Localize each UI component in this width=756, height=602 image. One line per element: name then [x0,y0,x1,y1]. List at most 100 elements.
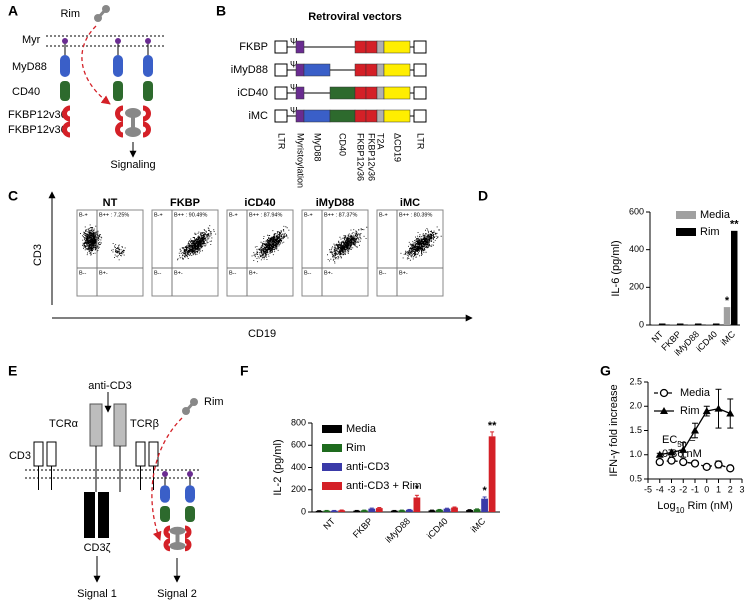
quadrant-label: B-+ [229,212,238,218]
cd3-zeta [98,492,109,538]
legend-label: anti-CD3 + Rim [346,480,422,492]
annotation-part: = [686,434,695,446]
event-dots [177,225,217,261]
element-label: LTR [277,133,287,150]
cd40-domain [160,506,170,522]
bar [473,509,481,512]
signal-label: Signal 2 [157,588,197,600]
vector-element [295,40,305,54]
vector-element [365,63,378,77]
fkbp-domain [184,538,192,552]
myd88-domain [60,55,70,77]
marker [655,457,664,467]
legend-swatch [322,463,342,471]
cd40-domain [185,506,195,522]
vector-element [376,63,385,77]
cd3z-label: CD3ζ [84,542,111,554]
fkbp-domain [62,105,71,122]
construct-label: iMC [248,110,268,122]
event-dots [327,226,368,264]
vector-element [329,86,356,100]
rim-icon [182,407,190,415]
significance: * [415,483,420,495]
rim-dimer [131,113,135,132]
quadrant-label: B-- [79,270,87,276]
fkbp-domain [142,105,151,122]
x-tick-label: iMC [469,516,488,535]
plot-frame [301,209,369,297]
vector-element [354,40,367,54]
myristoylation [62,38,68,44]
x-tick-label: 0 [704,484,709,494]
marker [726,409,735,417]
event-dots [80,224,126,261]
y-tick-label: 0.5 [629,473,642,483]
x-tick-label: iMC [719,329,738,348]
quadrant-label: B++ : 87.94% [249,212,282,218]
vector-element [383,109,411,123]
x-tick-label: FKBP [351,516,375,540]
signal-label: Signal 1 [77,588,117,600]
vector-element [295,86,305,100]
ltr-box [274,40,288,54]
bar [428,510,436,512]
tcr-label: TCRα [49,418,79,430]
stimulus-label: anti-CD3 [88,380,131,392]
panel-letter: E [8,363,17,379]
marker [691,426,699,434]
y-tick-label: 1.0 [629,449,642,459]
tcr-label: TCRβ [130,418,159,430]
bar [398,510,406,512]
psi-label: Ψ [290,59,298,69]
marker [679,457,688,467]
myd88-domain [113,55,123,77]
quadrant-label: B-+ [79,212,88,218]
vector-element [303,109,331,123]
annotation-part: EC [662,434,677,446]
x-tick-label: -5 [644,484,652,494]
myristoylation [162,471,168,477]
panel-letter: C [8,188,18,204]
event-dots [400,226,442,261]
psi-label: Ψ [290,105,298,115]
ltr-box [413,63,427,77]
legend-label: Rim [700,226,720,238]
fkbp-domain [184,525,192,539]
x-tick-label: -2 [679,484,687,494]
quadrant-label: B+- [399,270,408,276]
y-tick-label: 200 [629,282,644,292]
element-label: ΔCD19 [393,133,403,162]
vector-element [383,86,411,100]
domain-label: MyD88 [12,61,47,73]
arrow [81,25,111,105]
ltr-box [413,40,427,54]
myristoylation [187,471,193,477]
domain-label: FKBP12v36 [8,109,67,121]
vector-element [329,109,356,123]
bar [659,323,666,325]
fkbp-domain [163,525,171,539]
element-label: Myristoylation [296,133,306,188]
x-tick-label: NT [321,516,337,532]
legend-label: Media [346,423,377,435]
y-tick-label: 600 [291,440,306,450]
vector-element [383,40,411,54]
y-axis-label: IL-6 (pg/ml) [610,240,622,296]
plot-title: iMyD88 [316,197,355,209]
axis-label: CD19 [248,328,276,340]
cd3-chain [33,441,44,467]
vector-element [354,86,367,100]
panel-letter: B [216,3,226,19]
x-tick-label: -1 [691,484,699,494]
significance: ** [488,420,497,432]
bar [330,510,338,512]
x-tick-label: 1 [716,484,721,494]
quadrant-label: B-+ [304,212,313,218]
arrow [151,417,183,541]
y-tick-label: 400 [629,244,644,254]
cd3-zeta [84,492,95,538]
legend-swatch [322,444,342,452]
quadrant-label: B-- [154,270,162,276]
quadrant-label: B+- [324,270,333,276]
